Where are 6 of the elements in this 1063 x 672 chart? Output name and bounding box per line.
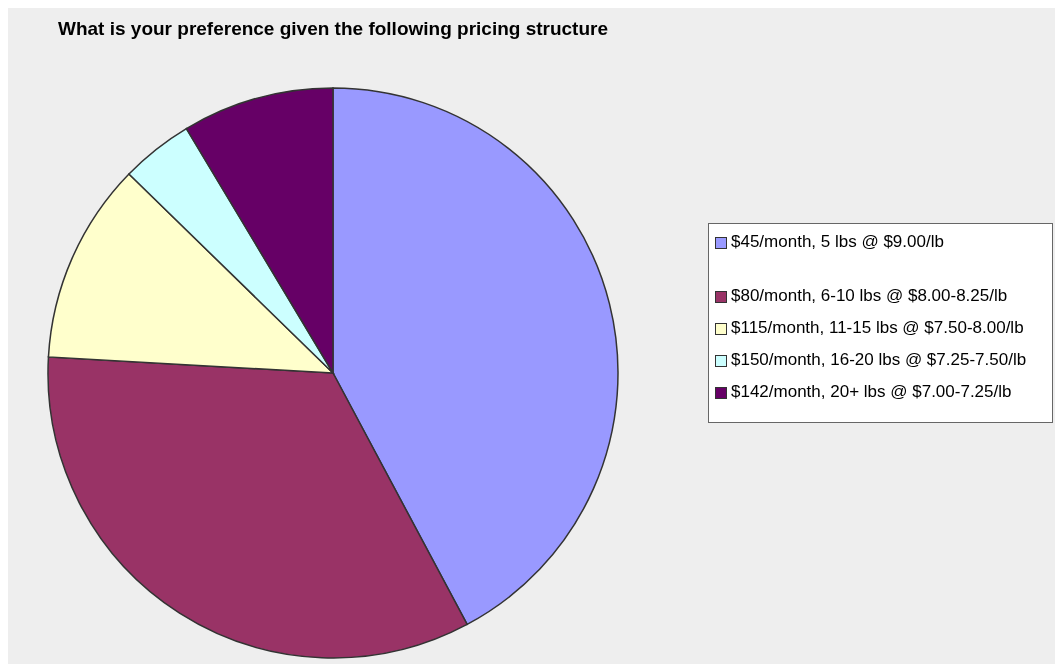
chart-title: What is your preference given the following pricing structure [57, 18, 609, 40]
legend-label: $115/month, 11-15 lbs @ $7.50-8.00/lb [731, 318, 1025, 338]
legend-label: $150/month, 16-20 lbs @ $7.25-7.50/lb [731, 350, 1028, 370]
legend-label: $142/month, 20+ lbs @ $7.00-7.25/lb [731, 382, 1013, 402]
legend-label: $45/month, 5 lbs @ $9.00/lb [731, 232, 945, 252]
legend-label: $80/month, 6-10 lbs @ $8.00-8.25/lb [731, 286, 1009, 306]
